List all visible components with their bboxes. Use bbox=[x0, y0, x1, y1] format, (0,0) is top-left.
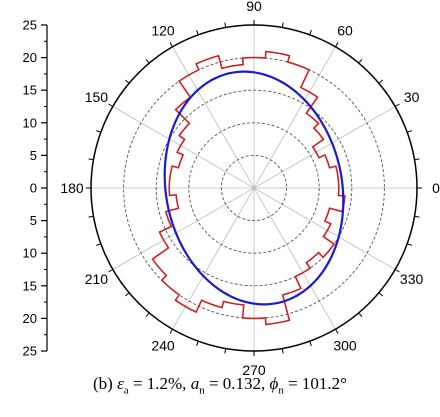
grid-circle bbox=[123, 57, 385, 319]
angle-label: 270 bbox=[242, 362, 266, 378]
angle-tick bbox=[169, 328, 173, 334]
angle-tick bbox=[95, 130, 102, 133]
grid-circle bbox=[188, 122, 320, 254]
angle-tick bbox=[335, 42, 339, 48]
angle-label: 30 bbox=[404, 89, 420, 105]
angle-tick bbox=[108, 269, 114, 273]
caption-phi-sub: n bbox=[278, 384, 284, 397]
polar-grid bbox=[86, 20, 422, 356]
angle-tick bbox=[145, 58, 150, 64]
angle-label: 0 bbox=[432, 180, 440, 196]
caption-phi: ϕ bbox=[269, 374, 279, 393]
angle-tick bbox=[414, 215, 420, 218]
grid-circle bbox=[220, 154, 288, 222]
radial-tick-label: 15 bbox=[23, 83, 37, 98]
angle-tick bbox=[224, 348, 227, 354]
angle-tick bbox=[224, 22, 227, 28]
angle-label: 120 bbox=[151, 22, 175, 38]
angle-tick bbox=[281, 22, 284, 28]
angle-tick bbox=[394, 103, 400, 107]
grid-circle bbox=[155, 89, 353, 287]
figure-caption: (b) εa = 1.2%, an = 0.132, ϕn = 101.2° bbox=[0, 374, 440, 396]
series-layer bbox=[151, 50, 346, 326]
angle-label: 330 bbox=[400, 271, 424, 287]
caption-an-sub: n bbox=[199, 384, 205, 397]
caption-epsilon: ε bbox=[117, 374, 124, 393]
angle-tick bbox=[378, 292, 384, 297]
caption-epsilon-value: = 1.2%, bbox=[128, 374, 191, 393]
angle-tick bbox=[414, 158, 420, 161]
caption-an-value: = 0.132, bbox=[204, 374, 270, 393]
caption-an: a bbox=[190, 374, 200, 393]
angle-tick bbox=[124, 79, 130, 84]
angle-tick bbox=[196, 29, 199, 36]
radial-tick-label: 25 bbox=[23, 18, 37, 33]
angle-tick bbox=[281, 348, 284, 354]
angle-tick bbox=[309, 29, 312, 36]
angle-tick bbox=[394, 269, 400, 273]
angle-tick bbox=[169, 42, 173, 48]
radial-tick-label: 0 bbox=[30, 181, 37, 196]
angle-label: 90 bbox=[246, 0, 262, 14]
angle-tick bbox=[88, 158, 94, 161]
angle-tick bbox=[124, 292, 130, 297]
radial-tick-label: 10 bbox=[23, 246, 37, 261]
radial-axis: 25 20 15 10 5 0 5 10 15 20 25 bbox=[23, 18, 48, 359]
radial-tick-label: 15 bbox=[23, 278, 37, 293]
angle-labels: 0 30 60 90 120 150 180 210 240 270 300 330 bbox=[60, 0, 440, 378]
angle-tick bbox=[378, 79, 384, 84]
angle-tick bbox=[309, 340, 312, 347]
radial-tick-label: 20 bbox=[23, 50, 37, 65]
caption-epsilon-sub: a bbox=[123, 384, 129, 397]
radial-tick-label: 5 bbox=[30, 213, 37, 228]
caption-phi-value: = 101.2° bbox=[283, 374, 347, 393]
angle-tick bbox=[358, 312, 363, 318]
angle-label: 210 bbox=[85, 271, 109, 287]
caption-prefix: (b) bbox=[93, 374, 118, 393]
angle-tick bbox=[335, 328, 339, 334]
angle-label: 300 bbox=[333, 338, 357, 354]
angle-tick bbox=[88, 215, 94, 218]
ellipse-fit-series bbox=[163, 70, 345, 306]
radial-tick-label: 25 bbox=[23, 344, 37, 359]
angle-tick bbox=[108, 103, 114, 107]
angle-label: 150 bbox=[85, 89, 109, 105]
angle-label: 240 bbox=[151, 338, 175, 354]
angle-tick bbox=[196, 340, 199, 347]
angle-tick bbox=[406, 130, 413, 133]
radial-tick-label: 10 bbox=[23, 115, 37, 130]
angle-tick bbox=[145, 312, 150, 318]
radial-tick-label: 20 bbox=[23, 311, 37, 326]
radial-tick-label: 5 bbox=[30, 148, 37, 163]
histogram-series bbox=[151, 50, 346, 326]
angle-label: 180 bbox=[60, 180, 84, 196]
angle-tick bbox=[95, 243, 102, 246]
grid-spoke bbox=[112, 106, 396, 270]
angle-tick bbox=[358, 58, 363, 64]
angle-label: 60 bbox=[337, 22, 353, 38]
angle-tick bbox=[406, 243, 413, 246]
